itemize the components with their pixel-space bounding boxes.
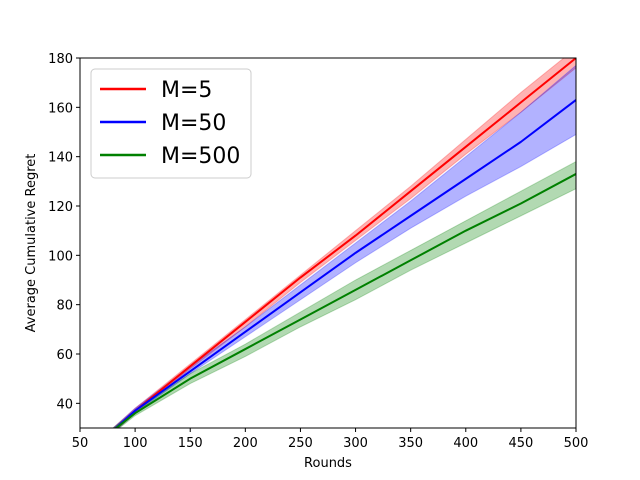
x-axis: 50 100 150 200 250 300 350 400 450 500 (72, 428, 589, 451)
x-tick-label: 200 (233, 436, 258, 451)
y-tick-label: 100 (48, 249, 73, 264)
line-m-500 (114, 173, 576, 428)
y-axis-label: Average Cumulative Regret (24, 154, 39, 333)
line-m-5 (114, 58, 576, 428)
x-axis-label: Rounds (304, 456, 352, 471)
x-tick-label: 250 (288, 436, 313, 451)
x-tick-label: 150 (178, 436, 203, 451)
legend-label: M=5 (161, 78, 212, 103)
y-tick-label: 60 (56, 348, 73, 363)
legend: M=5 M=50 M=500 (90, 68, 252, 179)
series-lines (114, 58, 576, 428)
legend-label: M=500 (161, 144, 240, 169)
y-tick-label: 120 (48, 200, 73, 215)
y-axis: 40 60 80 100 120 140 160 180 (48, 52, 80, 412)
legend-box (90, 68, 252, 179)
x-tick-label: 450 (508, 436, 533, 451)
plot-frame (79, 57, 577, 429)
x-tick-label: 300 (343, 436, 368, 451)
line-m-50 (114, 99, 576, 428)
y-tick-label: 160 (48, 101, 73, 116)
x-tick-label: 400 (453, 436, 478, 451)
x-tick-label: 350 (398, 436, 423, 451)
x-tick-label: 100 (123, 436, 148, 451)
band-m-500 (112, 161, 576, 428)
legend-label: M=50 (161, 111, 226, 136)
y-tick-label: 180 (48, 52, 73, 67)
y-tick-label: 80 (56, 299, 73, 314)
x-tick-label: 500 (564, 436, 589, 451)
x-tick-label: 50 (72, 436, 89, 451)
y-tick-label: 40 (56, 397, 73, 412)
y-tick-label: 140 (48, 151, 73, 166)
